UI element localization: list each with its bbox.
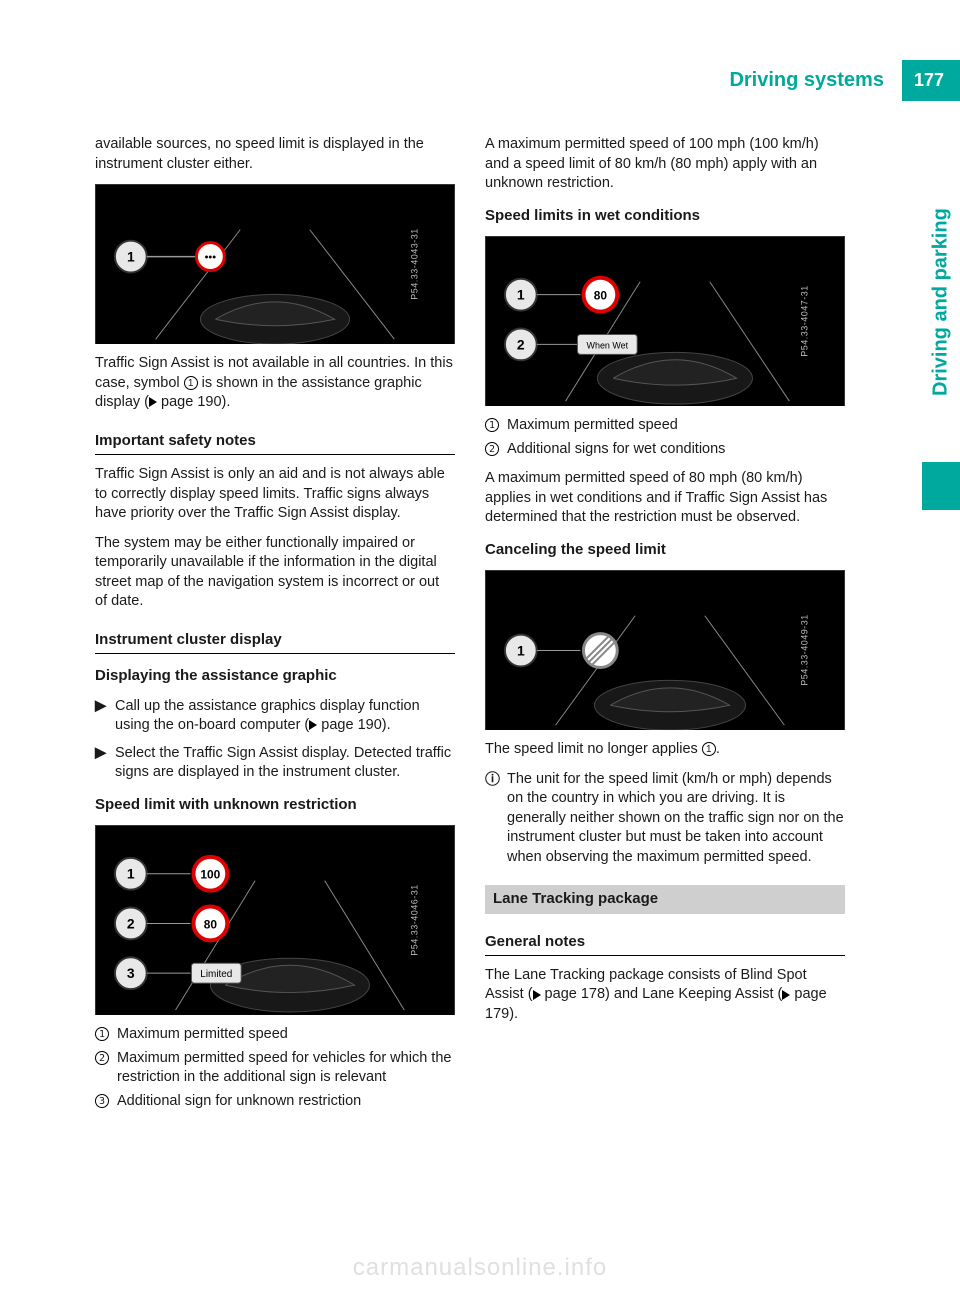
svg-text:2: 2 bbox=[517, 336, 525, 352]
side-tab-label: Driving and parking bbox=[922, 200, 960, 462]
side-tab: Driving and parking bbox=[922, 200, 960, 510]
figure-code: P54.33-4049-31 bbox=[799, 614, 811, 686]
fig1-caption: Traffic Sign Assist is not available in … bbox=[95, 354, 455, 413]
figure-cancel-limit: 1 P54.33-4049-31 bbox=[485, 570, 845, 730]
svg-text:80: 80 bbox=[204, 917, 218, 931]
procedure-step: ▶ Call up the assistance graphics displa… bbox=[95, 697, 455, 736]
svg-text:Limited: Limited bbox=[200, 969, 232, 980]
page-number: 177 bbox=[902, 60, 960, 101]
figure-code: P54.33-4043-31 bbox=[409, 228, 421, 300]
svg-text:•••: ••• bbox=[205, 252, 217, 264]
safety-p2: The system may be either functionally im… bbox=[95, 534, 455, 612]
svg-text:1: 1 bbox=[517, 643, 525, 659]
svg-text:1: 1 bbox=[127, 866, 135, 882]
step-arrow-icon: ▶ bbox=[95, 697, 115, 736]
svg-text:1: 1 bbox=[127, 249, 135, 265]
restriction-summary: A maximum permitted speed of 100 mph (10… bbox=[485, 135, 845, 194]
figure-code: P54.33-4047-31 bbox=[799, 285, 811, 357]
right-column: A maximum permitted speed of 100 mph (10… bbox=[485, 135, 845, 1121]
callout-item: 3 Additional sign for unknown restrictio… bbox=[95, 1092, 455, 1112]
callout-list: 1 Maximum permitted speed 2 Additional s… bbox=[485, 416, 845, 459]
svg-text:100: 100 bbox=[200, 868, 220, 882]
svg-text:80: 80 bbox=[594, 289, 608, 303]
procedure-step: ▶ Select the Traffic Sign Assist display… bbox=[95, 744, 455, 783]
svg-text:3: 3 bbox=[127, 965, 135, 981]
heading-cancel-limit: Canceling the speed limit bbox=[485, 540, 845, 560]
wet-summary: A maximum permitted speed of 80 mph (80 … bbox=[485, 469, 845, 528]
page-ref-icon bbox=[149, 397, 157, 407]
manual-page: Driving systems 177 Driving and parking … bbox=[0, 0, 960, 1302]
heading-general-notes: General notes bbox=[485, 932, 845, 956]
heading-wet-conditions: Speed limits in wet conditions bbox=[485, 206, 845, 226]
callout-1-icon: 1 bbox=[702, 742, 716, 756]
content-columns: available sources, no speed limit is dis… bbox=[95, 135, 890, 1121]
figure-unknown-restriction: 1 2 3 100 80 Limited P54.33-4046-3 bbox=[95, 825, 455, 1015]
page-header: Driving systems 177 bbox=[729, 60, 960, 101]
figure-code: P54.33-4046-31 bbox=[409, 884, 421, 956]
section-title: Driving systems bbox=[729, 69, 884, 92]
callout-item: 2 Maximum permitted speed for vehicles f… bbox=[95, 1049, 455, 1088]
heading-cluster-display: Instrument cluster display bbox=[95, 630, 455, 654]
heading-assist-graphic: Displaying the assistance graphic bbox=[95, 666, 455, 686]
info-note: ⓘ The unit for the speed limit (km/h or … bbox=[485, 770, 845, 868]
intro-text: available sources, no speed limit is dis… bbox=[95, 135, 455, 174]
safety-p1: Traffic Sign Assist is only an aid and i… bbox=[95, 465, 455, 524]
callout-list: 1 Maximum permitted speed 2 Maximum perm… bbox=[95, 1025, 455, 1111]
left-column: available sources, no speed limit is dis… bbox=[95, 135, 455, 1121]
heading-unknown-restriction: Speed limit with unknown restriction bbox=[95, 795, 455, 815]
side-tab-marker bbox=[922, 462, 960, 510]
general-notes-text: The Lane Tracking package consists of Bl… bbox=[485, 966, 845, 1025]
heading-lane-tracking: Lane Tracking package bbox=[485, 885, 845, 913]
info-icon: ⓘ bbox=[485, 770, 507, 868]
callout-item: 2 Additional signs for wet conditions bbox=[485, 440, 845, 460]
page-ref-icon bbox=[533, 990, 541, 1000]
svg-text:When Wet: When Wet bbox=[587, 340, 629, 350]
svg-text:1: 1 bbox=[517, 287, 525, 303]
figure-wet-conditions: 1 2 80 When Wet P54.33-4047-31 bbox=[485, 236, 845, 406]
step-arrow-icon: ▶ bbox=[95, 744, 115, 783]
callout-item: 1 Maximum permitted speed bbox=[95, 1025, 455, 1045]
cancel-caption: The speed limit no longer applies 1. bbox=[485, 740, 845, 760]
callout-1-icon: 1 bbox=[184, 376, 198, 390]
heading-safety-notes: Important safety notes bbox=[95, 431, 455, 455]
figure-no-sign: 1 ••• P54.33-4043-31 bbox=[95, 184, 455, 344]
svg-text:2: 2 bbox=[127, 915, 135, 931]
callout-item: 1 Maximum permitted speed bbox=[485, 416, 845, 436]
watermark: carmanualsonline.info bbox=[353, 1254, 607, 1282]
